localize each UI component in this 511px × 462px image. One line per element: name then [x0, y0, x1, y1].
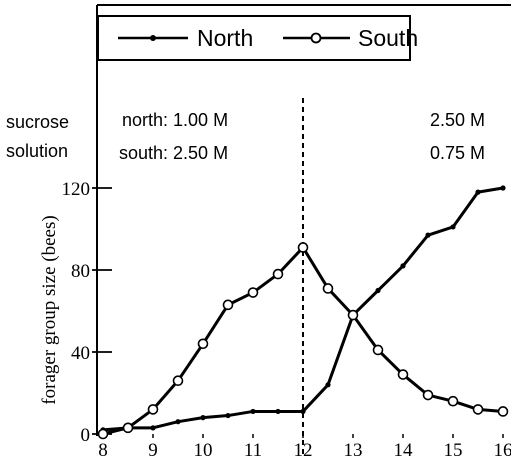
y-tick-label: 80: [71, 261, 90, 282]
annotation-solution: solution: [6, 141, 68, 161]
x-tick-label: 8: [98, 440, 108, 461]
north-data-point: [300, 408, 306, 415]
north-data-point: [400, 263, 406, 269]
south-data-point: [122, 422, 134, 434]
legend-north-marker: [150, 35, 156, 41]
south-data-point: [197, 338, 209, 350]
x-tick-label: 12: [294, 440, 313, 461]
y-axis-label: forager group size (bees): [39, 215, 60, 404]
series-layer: [97, 185, 509, 440]
south-data-point: [172, 375, 184, 387]
annotation-left-south: south: 2.50 M: [119, 143, 228, 163]
annotation-right-south: 0.75 M: [430, 143, 485, 163]
legend-north-label: North: [197, 25, 253, 51]
north-data-point: [375, 287, 381, 294]
north-data-point: [325, 382, 331, 388]
x-tick-label: 16: [494, 440, 511, 461]
south-data-point: [497, 406, 509, 417]
south-data-point: [322, 283, 334, 294]
south-data-point: [372, 344, 384, 356]
legend: North South: [97, 15, 418, 61]
south-data-point: [247, 287, 259, 298]
south-data-point: [272, 268, 284, 280]
north-data-point: [425, 232, 431, 238]
north-data-point: [450, 224, 456, 230]
x-tick-label: 11: [244, 440, 262, 461]
legend-south-marker: [310, 32, 322, 44]
x-tick-label: 13: [344, 440, 363, 461]
south-data-point: [97, 428, 109, 440]
south-data-point: [422, 389, 434, 401]
x-tick-label: 9: [148, 440, 158, 461]
y-tick-label: 40: [71, 343, 90, 364]
x-tick-label: 15: [444, 440, 463, 461]
legend-south-label: South: [358, 25, 418, 51]
x-tick-label: 10: [194, 440, 213, 461]
south-data-point: [147, 404, 159, 415]
axis-ticks: 8 9 10 11 12 13 14 15 16 0 40 80 120: [62, 179, 511, 461]
south-data-point: [222, 299, 234, 311]
annotation-sucrose: sucrose: [6, 112, 69, 132]
south-data-point: [297, 242, 309, 253]
north-data-point: [150, 425, 156, 431]
y-tick-label: 120: [62, 179, 91, 200]
annotation-left-north: north: 1.00 M: [122, 110, 228, 130]
north-data-point: [250, 408, 256, 415]
north-data-point: [475, 189, 481, 195]
south-data-point: [397, 369, 409, 380]
y-tick-label: 0: [81, 425, 91, 446]
south-data-point: [472, 404, 484, 415]
x-tick-label: 14: [394, 440, 414, 461]
north-data-point: [500, 185, 506, 191]
south-data-point: [447, 395, 459, 407]
north-data-point: [200, 415, 206, 421]
north-data-point: [225, 412, 231, 419]
north-data-point: [275, 408, 281, 415]
annotation-right-north: 2.50 M: [430, 110, 485, 130]
north-data-point: [175, 419, 181, 425]
south-data-point: [347, 309, 359, 321]
